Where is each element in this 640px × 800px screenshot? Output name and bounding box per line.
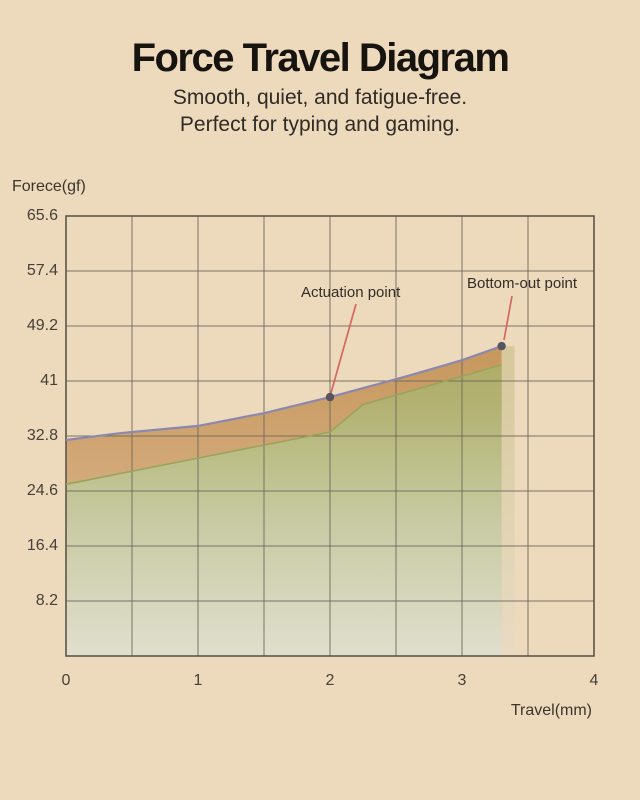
page-title: Force Travel Diagram: [131, 36, 510, 80]
y-tick-label: 24.6: [26, 482, 58, 499]
actuation-point-leader-line: [330, 303, 357, 394]
plot-border: [65, 215, 595, 657]
x-tick-label: 2: [325, 672, 335, 689]
y-axis-title: Forece(gf): [12, 178, 86, 195]
y-tick-label: 32.8: [26, 427, 58, 444]
y-tick-label: 8.2: [35, 592, 58, 609]
page-subtitle: Smooth, quiet, and fatigue-free. Perfect…: [0, 84, 640, 138]
x-tick-label: 1: [193, 672, 203, 689]
annotation-actuation-point: Actuation point: [301, 284, 401, 301]
y-tick-label: 41: [40, 372, 58, 389]
y-tick-label: 65.6: [26, 207, 58, 224]
bottom-out-point-dot: [497, 341, 506, 351]
return-curve-area: [66, 364, 502, 656]
return-force-curve-line: [65, 364, 502, 486]
y-tick-label: 57.4: [26, 262, 58, 279]
x-tick-label: 4: [589, 672, 599, 689]
fill-edge-fade: [501, 346, 515, 656]
x-tick-label: 0: [61, 672, 71, 689]
x-axis-title: Travel(mm): [510, 702, 592, 719]
annotation-bottom-out-point: Bottom-out point: [467, 275, 578, 292]
subtitle-line-2: Perfect for typing and gaming.: [179, 113, 461, 136]
x-tick-label: 3: [457, 672, 467, 689]
actuation-point-dot: [325, 392, 335, 402]
bottom-out-point-leader-line: [503, 295, 513, 341]
press-force-curve-line: [65, 345, 502, 442]
y-tick-label: 16.4: [26, 537, 58, 554]
subtitle-line-1: Smooth, quiet, and fatigue-free.: [172, 86, 468, 109]
y-tick-label: 49.2: [26, 317, 58, 334]
